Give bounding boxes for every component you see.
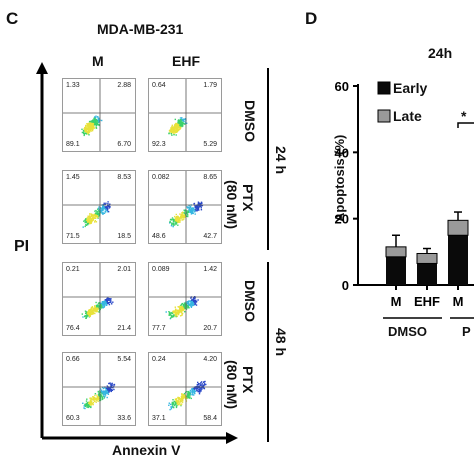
flow-plot: 0.66 5.54 60.3 33.6 <box>62 352 136 426</box>
q-upper-right-value: 8.53 <box>117 174 131 181</box>
x-axis-label: Annexin V <box>112 442 181 458</box>
q-lower-right-value: 33.6 <box>117 415 131 422</box>
bar-late <box>447 219 469 236</box>
q-upper-left-value: 0.21 <box>66 266 80 273</box>
bar-early <box>448 235 468 285</box>
significance-marker: * <box>461 108 467 124</box>
q-upper-right-value: 8.65 <box>203 174 217 181</box>
group-label-partial: P <box>462 324 471 339</box>
flow-plot-scatter <box>149 353 221 425</box>
q-lower-left-value: 92.3 <box>152 141 166 148</box>
q-upper-left-value: 0.66 <box>66 356 80 363</box>
q-lower-left-value: 76.4 <box>66 325 80 332</box>
flow-plot: 1.45 8.53 71.5 18.5 <box>62 170 136 244</box>
q-lower-left-value: 37.1 <box>152 415 166 422</box>
legend-late-swatch <box>377 109 391 123</box>
col-label-ehf: EHF <box>172 53 200 69</box>
q-upper-right-value: 5.54 <box>117 356 131 363</box>
group-label-dmso: DMSO <box>388 324 427 339</box>
flow-plot-scatter <box>63 171 135 243</box>
x-tick-label: M <box>453 294 464 309</box>
y-tick-label: 60 <box>335 79 349 94</box>
q-upper-left-value: 0.082 <box>152 174 170 181</box>
bar-early <box>417 263 437 285</box>
legend-late-label: Late <box>393 108 422 124</box>
q-upper-left-value: 0.64 <box>152 82 166 89</box>
bar-early <box>386 256 406 285</box>
panel-d-letter: D <box>305 9 318 28</box>
q-upper-right-value: 1.79 <box>203 82 217 89</box>
y-tick-label: 20 <box>335 212 349 227</box>
q-upper-left-value: 1.45 <box>66 174 80 181</box>
x-tick-label: M <box>391 294 402 309</box>
q-upper-right-value: 2.01 <box>117 266 131 273</box>
q-lower-right-value: 21.4 <box>117 325 131 332</box>
panel-d-title: 24h <box>428 45 453 61</box>
flow-plot: 0.21 2.01 76.4 21.4 <box>62 262 136 336</box>
q-lower-left-value: 89.1 <box>66 141 80 148</box>
q-upper-right-value: 4.20 <box>203 356 217 363</box>
q-upper-left-value: 1.33 <box>66 82 80 89</box>
flow-plot-scatter <box>149 171 221 243</box>
flow-plot-scatter <box>63 353 135 425</box>
legend-early-swatch <box>377 81 391 95</box>
bar-late <box>385 246 407 258</box>
y-tick-label: 0 <box>342 278 349 293</box>
q-lower-left-value: 77.7 <box>152 325 166 332</box>
q-lower-left-value: 48.6 <box>152 233 166 240</box>
q-lower-left-value: 71.5 <box>66 233 80 240</box>
q-upper-left-value: 0.089 <box>152 266 170 273</box>
flow-plot-scatter <box>63 79 135 151</box>
flow-plot-scatter <box>63 263 135 335</box>
flow-plot: 0.24 4.20 37.1 58.4 <box>148 352 222 426</box>
flow-plot-scatter <box>149 263 221 335</box>
bar-late <box>416 252 438 264</box>
q-lower-right-value: 20.7 <box>203 325 217 332</box>
flow-plot: 0.64 1.79 92.3 5.29 <box>148 78 222 152</box>
q-lower-right-value: 18.5 <box>117 233 131 240</box>
y-axis-label: PI <box>14 238 30 255</box>
flow-plot: 0.089 1.42 77.7 20.7 <box>148 262 222 336</box>
flow-plot-scatter <box>149 79 221 151</box>
q-upper-right-value: 2.88 <box>117 82 131 89</box>
panel-c-title: MDA-MB-231 <box>97 21 184 37</box>
flow-plot: 0.082 8.65 48.6 42.7 <box>148 170 222 244</box>
col-label-m: M <box>92 53 104 69</box>
significance-bracket <box>457 122 474 128</box>
panel-c-letter: C <box>6 9 19 28</box>
q-lower-left-value: 60.3 <box>66 415 80 422</box>
q-lower-right-value: 42.7 <box>203 233 217 240</box>
q-lower-right-value: 6.70 <box>117 141 131 148</box>
q-upper-right-value: 1.42 <box>203 266 217 273</box>
y-tick-label: 40 <box>335 145 349 160</box>
legend-early-label: Early <box>393 80 428 96</box>
x-tick-label: EHF <box>414 294 440 309</box>
flow-plot: 1.33 2.88 89.1 6.70 <box>62 78 136 152</box>
q-lower-right-value: 58.4 <box>203 415 217 422</box>
q-upper-left-value: 0.24 <box>152 356 166 363</box>
q-lower-right-value: 5.29 <box>203 141 217 148</box>
